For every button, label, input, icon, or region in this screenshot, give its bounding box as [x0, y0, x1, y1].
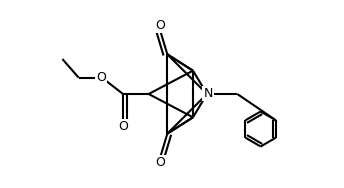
- Text: O: O: [155, 156, 165, 169]
- Text: O: O: [155, 19, 165, 32]
- Text: O: O: [96, 71, 106, 84]
- Text: O: O: [118, 120, 128, 133]
- Text: N: N: [203, 87, 213, 101]
